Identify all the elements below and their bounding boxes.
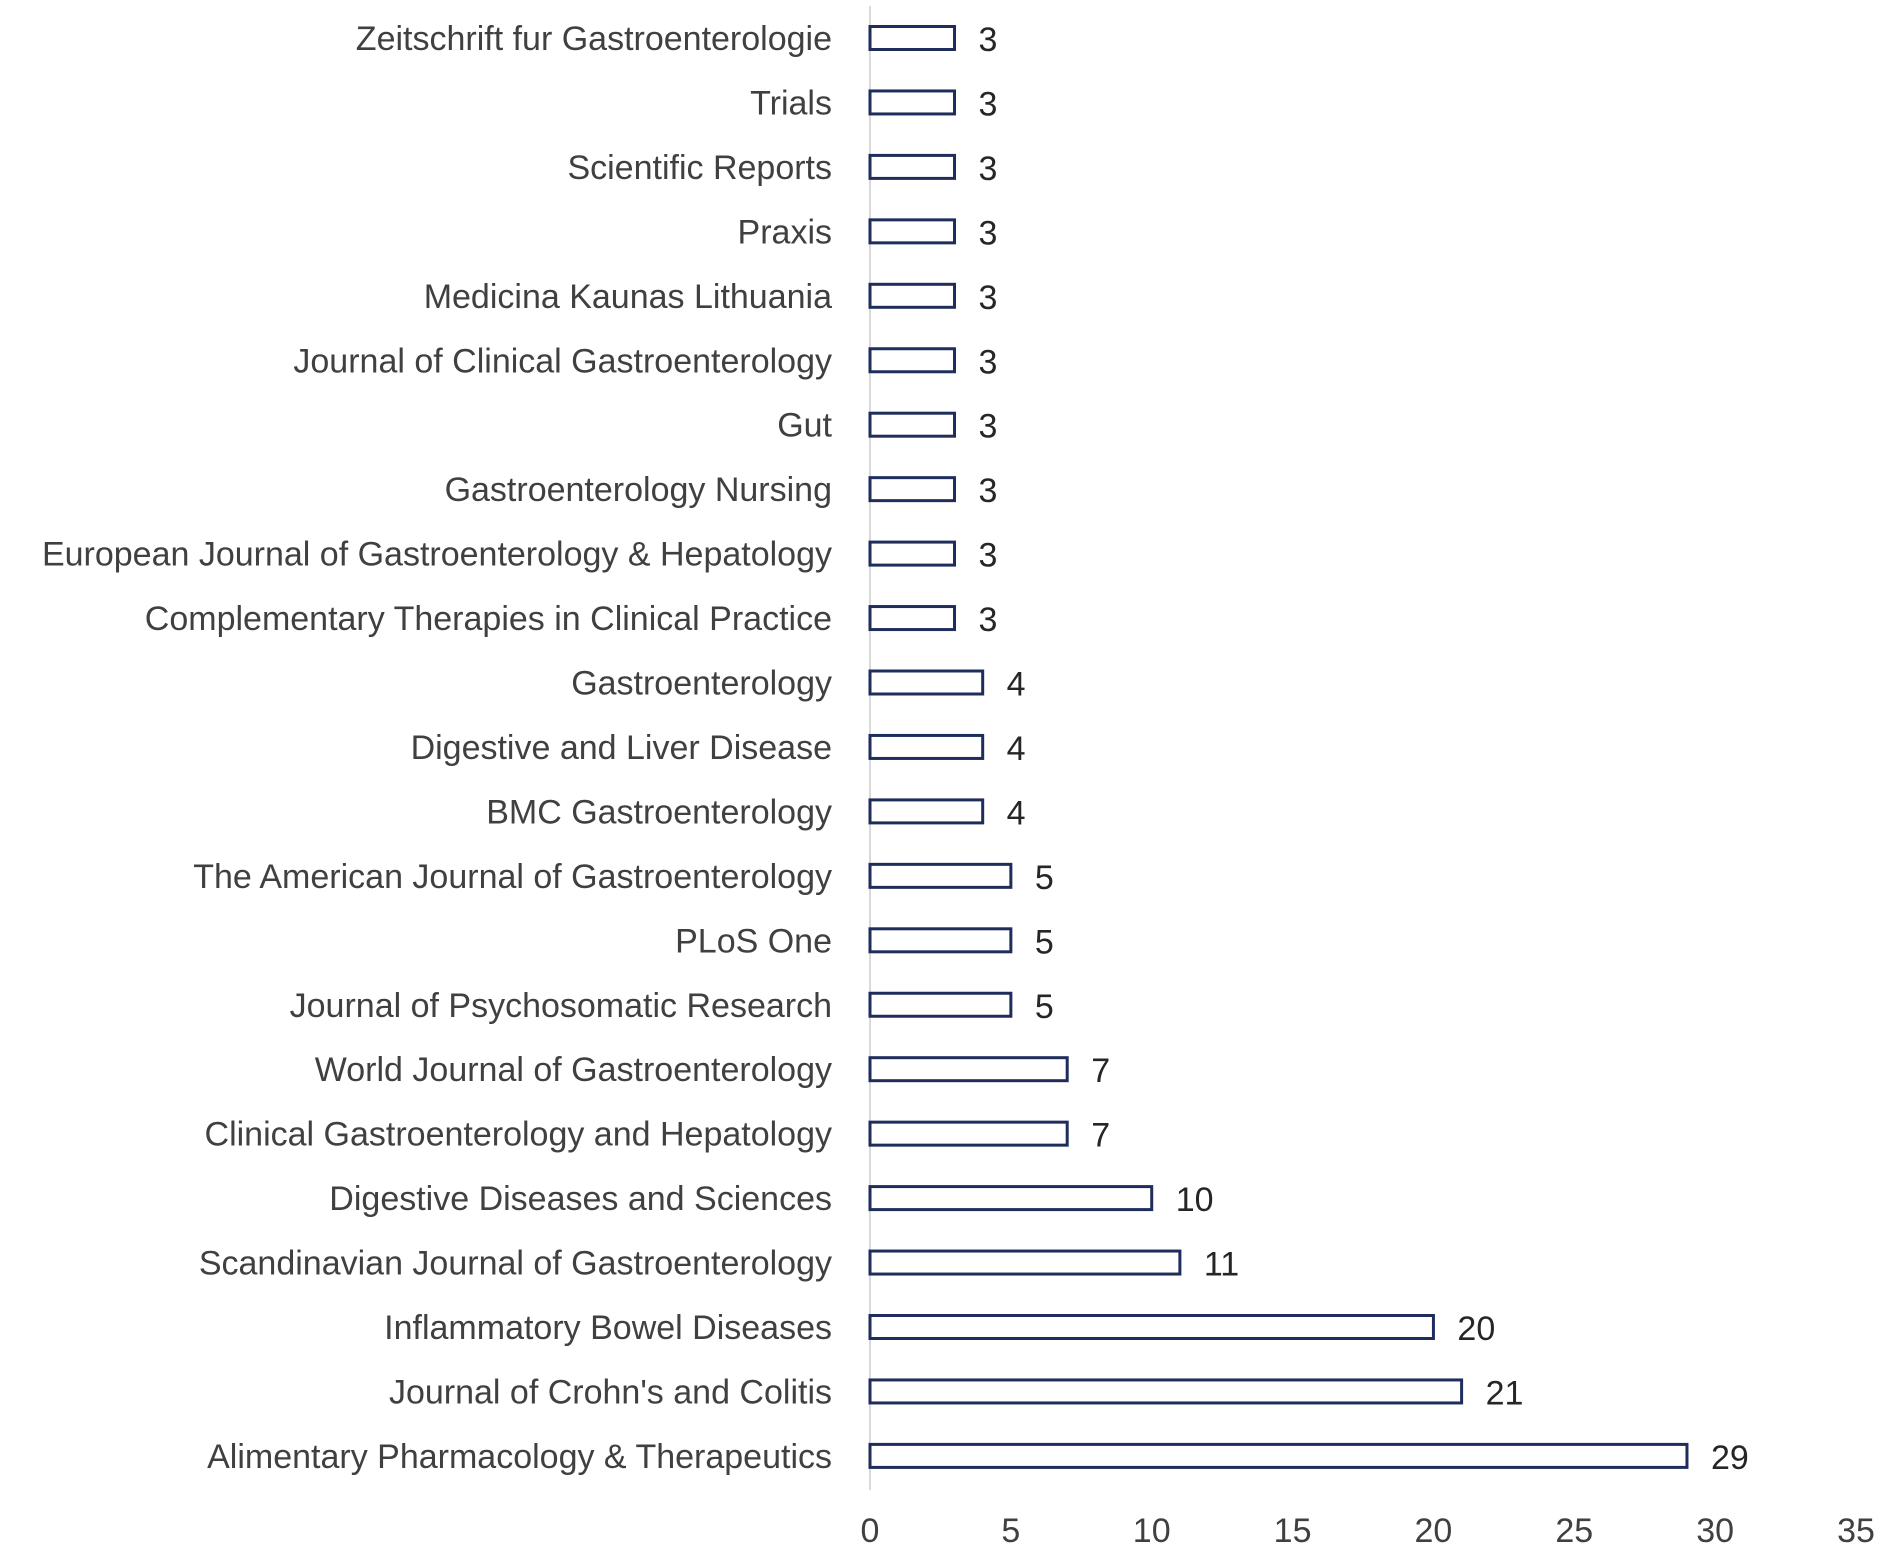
x-tick-label: 0 bbox=[861, 1512, 880, 1550]
bar bbox=[868, 605, 957, 632]
category-label: Digestive Diseases and Sciences bbox=[329, 1180, 832, 1218]
category-label: Journal of Clinical Gastroenterology bbox=[293, 342, 832, 380]
category-label: Zeitschrift fur Gastroenterologie bbox=[356, 20, 832, 58]
bar bbox=[868, 25, 957, 51]
data-label: 4 bbox=[1007, 794, 1026, 832]
bar bbox=[868, 1378, 1464, 1405]
axis-layer: 0 5 10 15 20 25 30 35 bbox=[861, 6, 1875, 1550]
data-label: 5 bbox=[1035, 923, 1054, 961]
bar bbox=[868, 669, 985, 696]
data-label: 4 bbox=[1007, 666, 1026, 704]
x-tick-label: 10 bbox=[1133, 1512, 1171, 1550]
category-label: Journal of Psychosomatic Research bbox=[290, 987, 832, 1025]
category-label: Praxis bbox=[738, 213, 832, 251]
bar bbox=[868, 798, 985, 825]
category-label: World Journal of Gastroenterology bbox=[315, 1051, 832, 1089]
data-label: 3 bbox=[979, 279, 998, 317]
x-tick-label: 25 bbox=[1555, 1512, 1593, 1550]
bar bbox=[868, 1056, 1069, 1083]
bar bbox=[868, 927, 1013, 954]
x-tick-label: 20 bbox=[1415, 1512, 1453, 1550]
data-label: 3 bbox=[979, 537, 998, 575]
category-label: Medicina Kaunas Lithuania bbox=[424, 278, 832, 316]
bar bbox=[868, 411, 957, 438]
data-label: 3 bbox=[979, 85, 998, 123]
data-label: 3 bbox=[979, 21, 998, 59]
bar bbox=[868, 218, 957, 245]
category-label: Clinical Gastroenterology and Hepatology bbox=[205, 1116, 832, 1154]
data-label: 3 bbox=[979, 150, 998, 188]
data-label: 3 bbox=[979, 408, 998, 446]
data-label: 5 bbox=[1035, 988, 1054, 1026]
bar bbox=[868, 1120, 1069, 1147]
x-tick-label: 30 bbox=[1696, 1512, 1734, 1550]
data-label: 11 bbox=[1204, 1246, 1239, 1284]
x-tick-label: 35 bbox=[1837, 1512, 1875, 1550]
category-label: PLoS One bbox=[675, 922, 832, 960]
data-label: 5 bbox=[1035, 859, 1054, 897]
labels-layer: Zeitschrift fur Gastroenterologie 3 Trials… bbox=[42, 20, 1749, 1477]
bar bbox=[868, 1185, 1154, 1212]
x-tick-label: 15 bbox=[1274, 1512, 1312, 1550]
data-label: 21 bbox=[1486, 1374, 1524, 1412]
bar bbox=[868, 153, 957, 180]
category-label: Gastroenterology bbox=[571, 665, 832, 703]
category-label: Gut bbox=[777, 407, 832, 445]
category-label: Inflammatory Bowel Diseases bbox=[384, 1309, 832, 1347]
data-label: 3 bbox=[979, 472, 998, 510]
category-label: Trials bbox=[750, 84, 832, 122]
category-label: Digestive and Liver Disease bbox=[411, 729, 832, 767]
bar bbox=[868, 1442, 1689, 1469]
data-label: 10 bbox=[1176, 1181, 1214, 1219]
data-label: 4 bbox=[1007, 730, 1026, 768]
bar bbox=[868, 862, 1013, 889]
category-label: Journal of Crohn's and Colitis bbox=[389, 1373, 832, 1411]
x-tick-label: 5 bbox=[1001, 1512, 1020, 1550]
category-label: European Journal of Gastroenterology & H… bbox=[42, 536, 832, 574]
category-label: Gastroenterology Nursing bbox=[445, 471, 832, 509]
category-label: Complementary Therapies in Clinical Prac… bbox=[145, 600, 832, 638]
bar bbox=[868, 1249, 1182, 1276]
category-label: Alimentary Pharmacology & Therapeutics bbox=[207, 1438, 832, 1476]
data-label: 3 bbox=[979, 343, 998, 381]
bar bbox=[868, 733, 985, 760]
data-label: 7 bbox=[1091, 1117, 1110, 1155]
data-label: 3 bbox=[979, 601, 998, 639]
data-label: 29 bbox=[1711, 1439, 1749, 1477]
data-label: 7 bbox=[1091, 1052, 1110, 1090]
bar bbox=[868, 282, 957, 309]
bar bbox=[868, 1314, 1435, 1340]
category-label: Scandinavian Journal of Gastroenterology bbox=[199, 1245, 832, 1283]
category-label: BMC Gastroenterology bbox=[486, 793, 832, 831]
data-label: 3 bbox=[979, 214, 998, 252]
data-label: 20 bbox=[1457, 1310, 1495, 1348]
bar bbox=[868, 540, 957, 567]
bar bbox=[868, 476, 957, 503]
bar bbox=[868, 347, 957, 374]
bar bbox=[868, 991, 1013, 1018]
category-label: The American Journal of Gastroenterology bbox=[193, 858, 832, 896]
category-label: Scientific Reports bbox=[567, 149, 832, 187]
bars-layer bbox=[868, 25, 1689, 1469]
bar bbox=[868, 89, 957, 116]
